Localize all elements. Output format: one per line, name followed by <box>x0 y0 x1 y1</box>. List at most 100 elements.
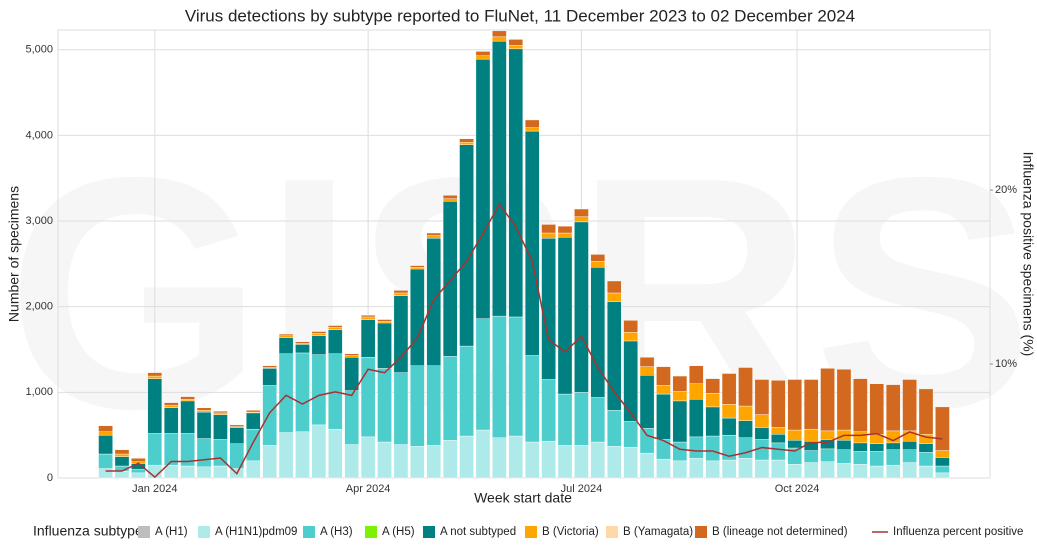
legend-label: A (H1) <box>155 526 188 538</box>
bar-segment <box>360 319 376 358</box>
bar-segment <box>459 345 474 437</box>
bar-segment <box>246 412 261 430</box>
bar-segment <box>295 431 310 479</box>
bar-segment <box>344 357 359 391</box>
bar-segment <box>869 383 885 435</box>
bar-segment <box>623 332 638 342</box>
bar-segment <box>918 452 934 467</box>
bar-segment <box>98 453 113 469</box>
bar-segment <box>163 402 179 406</box>
legend-label: B (Yamagata) <box>623 526 693 538</box>
bar-segment <box>836 440 852 450</box>
bar-segment <box>656 458 671 479</box>
bar-segment <box>475 429 491 479</box>
legend-label: B (lineage not determined) <box>712 526 848 538</box>
bar-segment <box>689 365 704 384</box>
bar-segment <box>803 428 819 442</box>
bar-segment <box>196 466 212 479</box>
bar-segment <box>147 433 163 466</box>
bar-segment <box>623 320 638 333</box>
bar-segment <box>574 216 589 223</box>
bar-segment <box>98 425 113 432</box>
y-tick-label: 1,000 <box>25 386 53 398</box>
bar-segment <box>147 372 163 377</box>
bar-segment <box>738 437 753 459</box>
bar-segment <box>295 341 310 344</box>
bar-segment <box>147 378 163 434</box>
bar-segment <box>524 130 540 356</box>
legend-swatch <box>365 526 377 538</box>
bar-segment <box>721 417 737 436</box>
bar-segment <box>114 470 130 479</box>
bar-segment <box>557 237 573 395</box>
bar-segment <box>672 375 688 392</box>
bar-segment <box>262 445 277 479</box>
bar-segment <box>311 354 327 426</box>
legend-swatch <box>695 526 707 538</box>
legend-swatch <box>606 526 618 538</box>
bar-segment <box>787 429 802 441</box>
bar-segment <box>442 195 458 199</box>
bar-segment <box>574 445 589 479</box>
bar-segment <box>853 378 868 432</box>
bar-segment <box>590 261 606 268</box>
bar-segment <box>557 445 573 479</box>
bar-segment <box>672 460 688 479</box>
bar-segment <box>557 232 573 238</box>
bar-segment <box>885 384 901 432</box>
bar-segment <box>639 375 655 429</box>
bar-segment <box>771 427 786 435</box>
bar-segment <box>295 352 310 432</box>
bar-segment <box>492 36 507 42</box>
bar-segment <box>163 433 179 466</box>
bar-segment <box>163 404 179 408</box>
bar-segment <box>541 379 556 442</box>
bar-segment <box>721 373 737 405</box>
bar-segment <box>311 335 327 355</box>
legend-label: A not subtyped <box>440 526 516 538</box>
bar-segment <box>410 265 425 268</box>
bar-segment <box>311 333 327 337</box>
bar-segment <box>262 368 277 386</box>
bar-segment <box>656 393 671 440</box>
legend-swatch <box>303 526 315 538</box>
bar-segment <box>98 468 113 479</box>
bar-segment <box>656 385 671 395</box>
bar-segment <box>820 461 835 479</box>
bar-segment <box>508 316 524 437</box>
bar-segment <box>393 444 409 479</box>
bar-segment <box>787 464 802 479</box>
bar-segment <box>803 450 819 463</box>
bar-segment <box>524 441 540 479</box>
bar-segment <box>492 40 507 317</box>
bar-segment <box>98 431 113 436</box>
bar-segment <box>278 432 294 479</box>
legend-label: A (H3) <box>320 526 353 538</box>
bar-segment <box>935 450 950 458</box>
y-tick-label: 3,000 <box>25 215 53 227</box>
bar-segment <box>721 404 737 419</box>
bar-segment <box>771 459 786 479</box>
bar-segment <box>574 208 589 217</box>
bar-segment <box>853 451 868 465</box>
bar-segment <box>623 421 638 448</box>
bar-segment <box>163 407 179 434</box>
bar-segment <box>459 144 474 347</box>
bar-segment <box>541 224 556 234</box>
bar-segment <box>426 365 442 446</box>
bar-segment <box>820 368 835 432</box>
x-axis-title: Week start date <box>474 490 572 506</box>
legend-label: A (H5) <box>382 526 415 538</box>
bar-segment <box>754 427 770 440</box>
bar-segment <box>278 335 294 338</box>
bar-segment <box>475 318 491 431</box>
bar-segment <box>410 268 425 366</box>
y-tick-label: 5,000 <box>25 44 53 56</box>
bar-segment <box>557 225 573 234</box>
bar-segment <box>213 465 228 479</box>
bar-segment <box>278 353 294 433</box>
bar-segment <box>410 446 425 479</box>
bar-segment <box>131 472 146 479</box>
bar-segment <box>360 315 376 318</box>
